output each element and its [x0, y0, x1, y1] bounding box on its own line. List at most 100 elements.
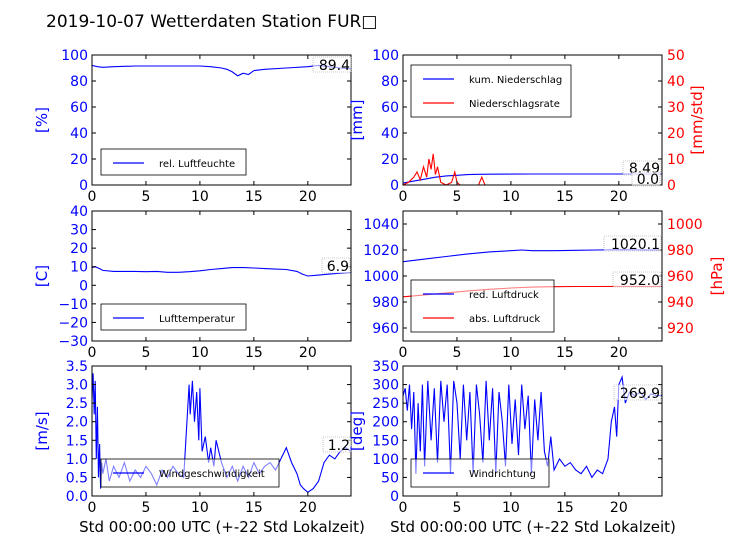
y-tick-label: −20 — [58, 315, 88, 331]
legend-box — [100, 303, 247, 331]
y-tick-label: 40 — [70, 204, 88, 220]
x-tick-label: 15 — [245, 345, 263, 361]
x-tick-label: 20 — [299, 500, 317, 516]
legend-label: kum. Niederschlag — [469, 75, 562, 86]
x-tick-label: 5 — [452, 189, 461, 205]
y-axis-label: [deg] — [348, 411, 366, 451]
series-line-temperature-0 — [92, 266, 351, 277]
annotation-value: 952.0 — [620, 273, 660, 289]
y2-tick-label: 980 — [667, 243, 694, 259]
y2-tick-label: 40 — [667, 74, 685, 90]
y-tick-label: 2.5 — [66, 396, 88, 412]
y-tick-label: 980 — [372, 295, 399, 311]
y-tick-label: 20 — [70, 152, 88, 168]
y-tick-label: 1000 — [363, 269, 399, 285]
y-tick-label: 100 — [372, 48, 399, 64]
x-tick-label: 5 — [141, 500, 150, 516]
y-axis-label: [mm] — [348, 100, 366, 141]
y-tick-label: 3.5 — [66, 359, 88, 375]
x-tick-label: 10 — [502, 500, 520, 516]
x-tick-label: 5 — [141, 345, 150, 361]
x-tick-label: 0 — [399, 500, 408, 516]
series-line-winddir-0 — [403, 375, 662, 479]
legend-label: Windrichtung — [469, 469, 536, 480]
x-tick-label: 20 — [610, 189, 628, 205]
x-axis-label-right: Std 00:00:00 UTC (+-22 Std Lokalzeit) — [390, 518, 676, 536]
chart-panel-pressure: 0 5 10 15 20 960 980 1000 1020 1040 920 940 960 980 10… — [363, 210, 726, 361]
y-tick-label: 2.0 — [66, 415, 88, 431]
x-tick-label: 0 — [399, 345, 408, 361]
x-tick-label: 20 — [610, 345, 628, 361]
y-tick-label: 0 — [79, 278, 88, 294]
series-line-precip-1 — [403, 153, 662, 185]
annotation-box — [613, 384, 662, 401]
legend: red. Luftdruck abs. Luftdruck — [410, 279, 555, 333]
figure-title: 2019-10-07 Wetterdaten Station FUR□ — [46, 12, 377, 32]
plot-frame — [402, 365, 663, 497]
y-tick-label: 0 — [79, 178, 88, 194]
plot-frame — [91, 365, 352, 497]
y-tick-label: −10 — [58, 297, 88, 313]
y-tick-label: 100 — [61, 48, 88, 64]
x-tick-label: 15 — [245, 500, 263, 516]
y-tick-label: 1040 — [363, 217, 399, 233]
y2-tick-label: 940 — [667, 295, 694, 311]
legend-box — [410, 279, 555, 333]
x-tick-label: 10 — [191, 345, 209, 361]
y-tick-label: 0.0 — [66, 489, 88, 505]
chart-panel-temperature: 0 5 10 15 20 −30 −20 −10 0 10 20 30 40 [C] Lufttempera… — [33, 204, 352, 361]
y-tick-label: 1.5 — [66, 433, 88, 449]
chart-panel-precip: 0 5 10 15 20 0 20 40 60 80 100 0 10 20 30 40 50 [mm] [mm/s… — [348, 48, 706, 205]
plot-frame — [402, 54, 663, 186]
annotation-value: 89.4 — [319, 58, 350, 74]
legend: kum. Niederschlag Niederschlagsrate — [410, 64, 572, 118]
y-tick-label: 10 — [70, 260, 88, 276]
y-tick-label: 350 — [372, 359, 399, 375]
y-tick-label: 100 — [372, 452, 399, 468]
y2-tick-label: 50 — [667, 48, 685, 64]
y2-tick-label: 920 — [667, 321, 694, 337]
x-tick-label: 10 — [191, 500, 209, 516]
y-tick-label: 80 — [381, 74, 399, 90]
y-tick-label: 20 — [381, 152, 399, 168]
annotation-value: 269.9 — [620, 386, 660, 402]
legend-box — [100, 148, 247, 176]
annotation-value: 1.2 — [328, 438, 350, 454]
y-tick-label: 30 — [70, 223, 88, 239]
x-tick-label: 5 — [141, 189, 150, 205]
y-axis-label: [m/s] — [33, 411, 51, 450]
legend-label: Niederschlagsrate — [469, 99, 560, 110]
y-tick-label: 60 — [70, 100, 88, 116]
annotation-box — [612, 271, 662, 288]
y-tick-label: 0 — [390, 178, 399, 194]
y2-tick-label: 10 — [667, 152, 685, 168]
annotation-box — [312, 56, 352, 73]
legend: Windgeschwindigkeit — [100, 458, 280, 488]
x-tick-label: 0 — [88, 500, 97, 516]
y-tick-label: 50 — [381, 470, 399, 486]
x-tick-label: 20 — [299, 189, 317, 205]
y-tick-label: 60 — [381, 100, 399, 116]
y-tick-label: 960 — [372, 321, 399, 337]
x-tick-label: 0 — [399, 189, 408, 205]
legend-label: Windgeschwindigkeit — [159, 469, 265, 480]
legend: Windrichtung — [410, 458, 550, 488]
y-tick-label: 200 — [372, 415, 399, 431]
y-tick-label: 20 — [70, 241, 88, 257]
chart-panel-winddir: 0 5 10 15 20050100150200250300350[deg]Windri… — [348, 359, 663, 516]
y2-tick-label: 30 — [667, 100, 685, 116]
x-tick-label: 15 — [556, 189, 574, 205]
y2-tick-label: 20 — [667, 126, 685, 142]
y-axis-label: [hPa] — [708, 257, 726, 296]
y-tick-label: 0 — [390, 489, 399, 505]
legend: rel. Luftfeuchte — [100, 148, 247, 176]
x-tick-label: 10 — [502, 345, 520, 361]
legend-label: abs. Luftdruck — [469, 314, 540, 325]
legend-label: Lufttemperatur — [159, 314, 236, 325]
y-tick-label: 300 — [372, 378, 399, 394]
y-tick-label: 40 — [70, 126, 88, 142]
y-tick-label: 80 — [70, 74, 88, 90]
y-tick-label: −30 — [58, 334, 88, 350]
annotation-value: 0.0 — [637, 172, 659, 188]
y-axis-label: [%] — [33, 107, 51, 133]
